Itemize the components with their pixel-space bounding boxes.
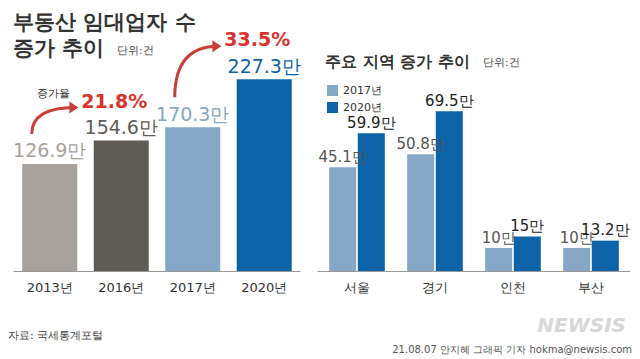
svg-text:45.1만: 45.1만: [318, 148, 366, 166]
svg-text:증가 추이: 증가 추이: [13, 36, 104, 60]
svg-text:126.9만: 126.9만: [13, 139, 86, 161]
svg-text:227.3만: 227.3만: [228, 55, 301, 77]
svg-text:59.9만: 59.9만: [347, 114, 395, 132]
svg-text:NEWSIS: NEWSIS: [537, 313, 626, 337]
svg-text:170.3만: 170.3만: [156, 103, 229, 125]
svg-text:69.5만: 69.5만: [425, 92, 473, 110]
svg-text:21.08.07 안지혜 그래픽 기자 hokma@news: 21.08.07 안지혜 그래픽 기자 hokma@newsis.com: [392, 344, 632, 355]
svg-text:2020년: 2020년: [241, 280, 287, 295]
svg-text:부동산 임대업자 수: 부동산 임대업자 수: [13, 10, 196, 34]
svg-text:2016년: 2016년: [98, 280, 144, 295]
svg-text:2020년: 2020년: [343, 101, 382, 114]
svg-text:10만: 10만: [481, 228, 516, 247]
svg-text:50.8만: 50.8만: [396, 135, 444, 153]
svg-text:주요 지역 증가 추이: 주요 지역 증가 추이: [325, 52, 470, 71]
svg-text:경기: 경기: [422, 280, 448, 295]
svg-text:10만: 10만: [559, 228, 594, 247]
svg-text:서울: 서울: [344, 280, 370, 295]
svg-text:자료: 국세통계포털: 자료: 국세통계포털: [8, 329, 103, 342]
svg-text:21.8%: 21.8%: [81, 90, 147, 112]
svg-text:단위:건: 단위:건: [117, 44, 154, 57]
svg-text:인천: 인천: [500, 280, 526, 295]
svg-text:15만: 15만: [510, 217, 544, 235]
svg-text:2017년: 2017년: [343, 84, 382, 97]
svg-text:증가율: 증가율: [37, 87, 70, 100]
svg-text:33.5%: 33.5%: [224, 28, 290, 50]
svg-text:2013년: 2013년: [27, 280, 73, 295]
svg-text:단위:건: 단위:건: [483, 56, 520, 69]
svg-text:부산: 부산: [578, 280, 604, 295]
svg-text:2017년: 2017년: [170, 280, 216, 295]
svg-text:13.2만: 13.2만: [581, 221, 629, 239]
svg-text:154.6만: 154.6만: [85, 116, 158, 138]
